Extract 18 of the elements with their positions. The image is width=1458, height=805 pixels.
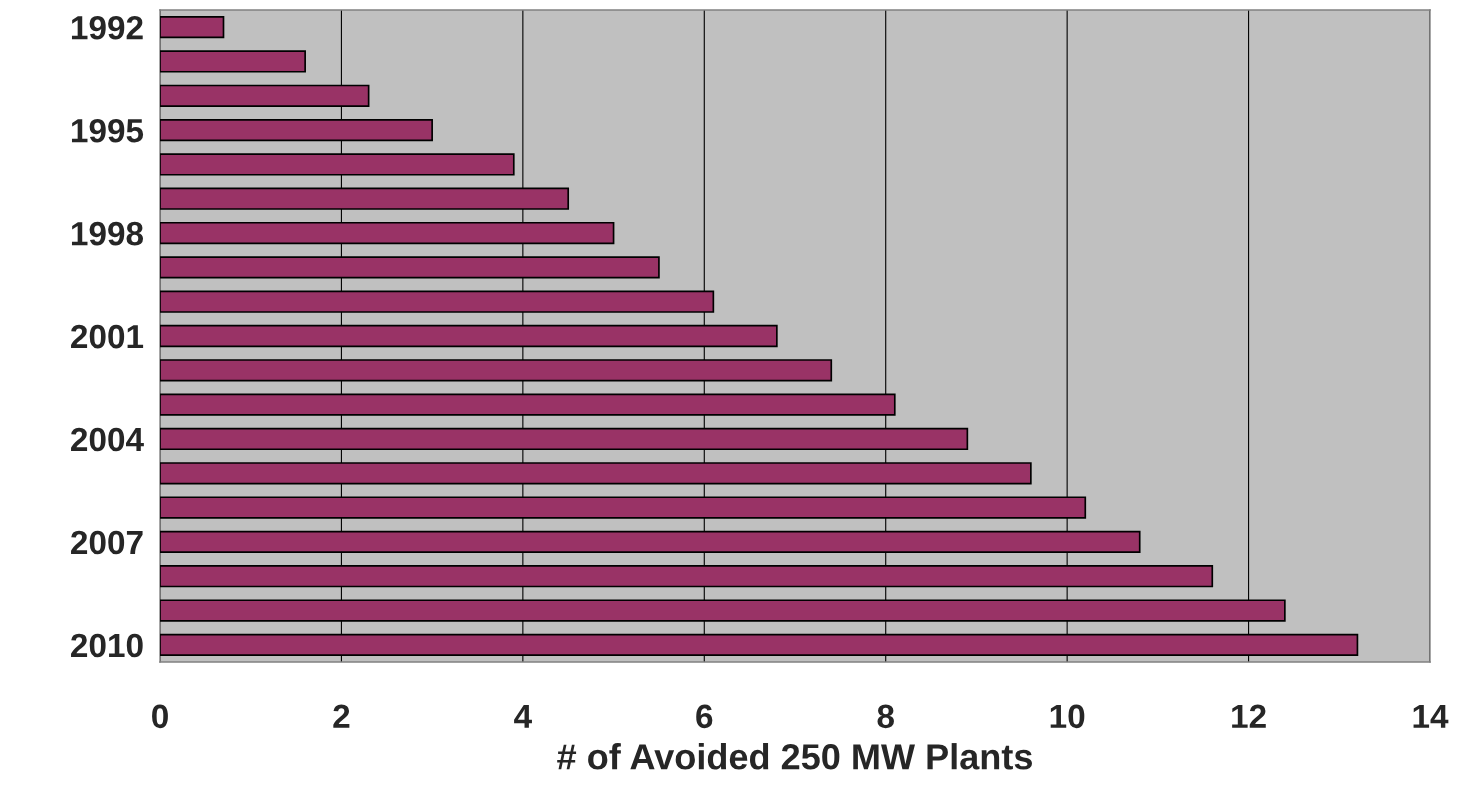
y-tick-label: 2004 (71, 427, 144, 452)
y-tick-label: 2001 (71, 324, 144, 349)
y-tick-label: 1995 (71, 118, 144, 143)
x-tick-label: 8 (877, 704, 894, 729)
x-tick-label: 10 (1050, 704, 1085, 729)
y-tick-label: 2010 (71, 633, 143, 658)
y-tick-label: 1998 (71, 221, 144, 246)
y-tick-label: 2007 (71, 530, 143, 555)
x-tick-label: 4 (514, 704, 532, 728)
x-axis-title: # of Avoided 250 MW Plants (557, 743, 1032, 770)
x-tick-label: 6 (696, 704, 713, 729)
bar (160, 50, 306, 73)
x-tick-label: 0 (152, 704, 168, 729)
y-tick-label: 1992 (71, 15, 143, 40)
x-tick-label: 14 (1413, 704, 1449, 728)
x-tick-label: 2 (333, 704, 350, 728)
x-tick-label: 12 (1232, 704, 1266, 728)
bar (160, 16, 225, 39)
